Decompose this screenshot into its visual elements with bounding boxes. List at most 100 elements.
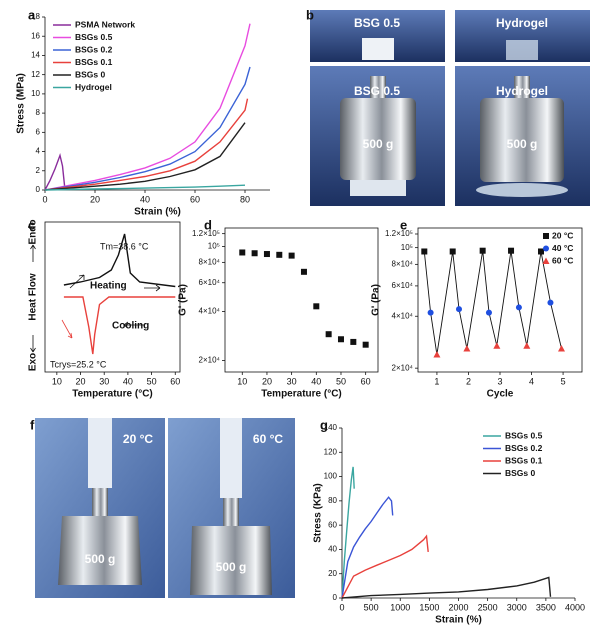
data-line (341, 466, 355, 599)
marker (543, 233, 549, 239)
y-axis-label: Stress (KPa) (313, 483, 324, 542)
data-line (341, 576, 552, 599)
data-line (44, 184, 246, 191)
marker (523, 342, 531, 349)
photo-label: BSG 0.5 (354, 84, 400, 98)
x-tick-label: 40 (123, 376, 133, 386)
annotation: Tcrys=25.2 °C (50, 359, 107, 369)
legend-label: BSGs 0.5 (505, 430, 543, 440)
y-tick-label: 8×10⁴ (392, 259, 414, 268)
x-tick-label: 5 (561, 376, 566, 386)
x-axis-label: Temperature (°C) (72, 389, 153, 400)
x-tick-label: 60 (170, 376, 180, 386)
x-tick-label: 20 (90, 194, 100, 204)
marker (456, 306, 462, 313)
x-tick-label: 2 (466, 376, 471, 386)
data-line (44, 98, 249, 191)
y-tick-label: 14 (31, 51, 40, 60)
data-line (44, 23, 251, 191)
marker (449, 248, 456, 255)
x-tick-label: 3 (497, 376, 502, 386)
y-tick-label: 4 (36, 147, 41, 156)
marker (515, 304, 522, 311)
legend-label: BSGs 0 (75, 69, 106, 79)
panel-label: f (30, 417, 35, 432)
legend-label: BSGs 0.1 (505, 455, 543, 465)
y-tick-label: 100 (324, 472, 338, 481)
panel-label: d (204, 217, 212, 232)
x-tick-label: 50 (336, 376, 346, 386)
data-line (44, 122, 246, 191)
marker (433, 351, 441, 358)
annotation: Tm=38.6 °C (100, 241, 149, 251)
y-tick-label: 20 (328, 569, 337, 578)
photo-f: 20 °C 60 °C 500 g 500 g (35, 418, 295, 598)
legend-label: PSMA Network (75, 19, 135, 29)
panel-label: e (400, 217, 407, 232)
x-tick-label: 10 (52, 376, 62, 386)
y-tick-label: 40 (328, 545, 337, 554)
marker (325, 331, 332, 338)
x-axis-label: Strain (%) (134, 207, 181, 218)
y-tick-label: 10⁵ (401, 243, 413, 252)
x-tick-label: 60 (190, 194, 200, 204)
y-tick-label: 80 (328, 496, 337, 505)
marker (558, 345, 565, 352)
x-tick-label: 2500 (478, 602, 498, 612)
x-tick-label: 3500 (536, 602, 556, 612)
y-tick-label: 0 (36, 185, 41, 194)
y-tick-label: 6×10⁴ (199, 278, 221, 287)
data-line (44, 152, 66, 191)
x-axis-label: Temperature (°C) (261, 389, 342, 400)
x-tick-label: 4 (529, 376, 534, 386)
photo-b: BSG 0.5 Hydrogel BSG 0.5 Hydrogel 500 g … (310, 10, 590, 206)
x-tick-label: 20 (76, 376, 86, 386)
x-tick-label: 0 (339, 602, 344, 612)
marker (276, 251, 283, 258)
marker (239, 249, 246, 256)
connect-line (423, 250, 562, 355)
x-tick-label: 2000 (448, 602, 468, 612)
legend-label: BSGs 0.2 (505, 443, 543, 453)
photo-label: 20 °C (123, 432, 153, 446)
marker (300, 268, 307, 275)
y-tick-label: 8 (36, 108, 41, 117)
y-tick-label: 6 (36, 127, 41, 136)
marker (313, 303, 320, 310)
marker (350, 338, 357, 345)
marker (463, 345, 471, 352)
data-line (341, 496, 394, 599)
data-line (63, 296, 176, 355)
marker (251, 250, 258, 257)
data-line (341, 534, 429, 599)
weight-label: 500 g (363, 137, 394, 151)
panel-label: a (28, 7, 36, 22)
y-tick-label: 18 (31, 12, 40, 21)
marker (479, 247, 486, 254)
x-tick-label: 20 (262, 376, 272, 386)
legend-label: 60 °C (552, 255, 573, 265)
y-tick-label: 16 (31, 31, 40, 40)
weight-label: 500 g (216, 560, 247, 574)
y-tick-label: 8×10⁴ (199, 257, 221, 266)
weight-label: 500 g (85, 552, 116, 566)
legend-label: BSGs 0.5 (75, 32, 113, 42)
x-tick-label: 30 (287, 376, 297, 386)
plot-frame (224, 227, 379, 373)
legend-label: BSGs 0 (505, 468, 536, 478)
x-tick-label: 30 (99, 376, 109, 386)
y-tick-label: 1.2×10⁵ (385, 229, 413, 238)
y-tick-label: 12 (31, 70, 40, 79)
y-tick-label: 140 (324, 423, 338, 432)
marker (485, 309, 492, 316)
y-axis-label: G' (Pa) (178, 284, 189, 316)
y-tick-label: 10 (31, 89, 40, 98)
y-axis-end-label: Endo (28, 220, 39, 245)
panel-label: b (306, 7, 314, 22)
photo-label: 60 °C (253, 432, 283, 446)
x-tick-label: 3000 (507, 602, 527, 612)
legend-label: Hydrogel (75, 82, 112, 92)
x-tick-label: 80 (240, 194, 250, 204)
legend-label: 40 °C (552, 243, 573, 253)
